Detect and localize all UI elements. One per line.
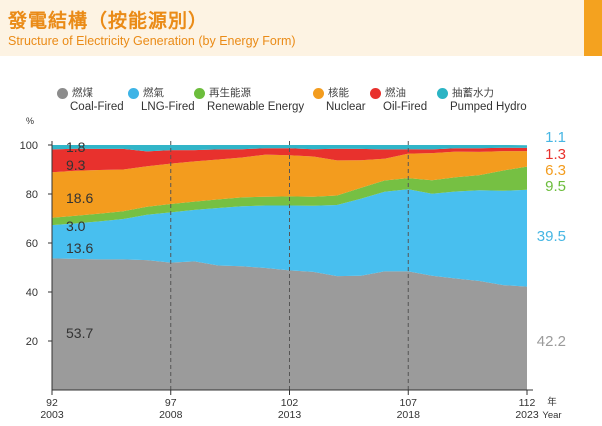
x-tick-label-ad: 2003 (40, 409, 64, 421)
y-tick-label: 60 (26, 238, 38, 250)
chart-legend: 燃煤 Coal-Fired 燃氣 LNG-Fired 再生能源 Renewabl… (0, 86, 602, 122)
area-oil-fired (52, 147, 527, 173)
legend-zh: 燃煤 (72, 87, 93, 99)
end-label: 9.5 (545, 178, 566, 195)
end-label: 39.5 (537, 228, 566, 245)
legend-zh: 抽蓄水力 (452, 87, 494, 99)
end-label: 6.3 (545, 162, 566, 179)
legend-item-oil: 燃油 Oil-Fired (370, 86, 427, 114)
x-tick-label-roc: 107 (399, 397, 417, 409)
legend-item-lng: 燃氣 LNG-Fired (128, 86, 195, 114)
start-label: 1.8 (66, 139, 86, 155)
legend-zh: 燃油 (385, 87, 406, 99)
y-tick-label: 40 (26, 287, 38, 299)
y-axis-label: % (26, 116, 34, 126)
coal-icon (57, 87, 68, 99)
header-banner: 發電結構（按能源別） Structure of Electricity Gene… (0, 0, 602, 56)
legend-zh: 燃氣 (143, 87, 164, 99)
legend-item-coal: 燃煤 Coal-Fired (57, 86, 124, 114)
legend-en: Nuclear (326, 101, 366, 113)
x-tick-label-roc: 92 (46, 397, 58, 409)
legend-item-pumped-hydro: 抽蓄水力 Pumped Hydro (437, 86, 527, 114)
page-title-en: Structure of Electricity Generation (by … (8, 34, 296, 48)
oil-drop-icon (370, 87, 381, 99)
radiation-icon (313, 87, 324, 99)
area-renewable-energy (52, 166, 527, 226)
x-axis-label-zh: 年 (547, 396, 557, 408)
page-title-zh: 發電結構（按能源別） (8, 11, 209, 32)
water-drop-icon (437, 87, 448, 99)
x-tick-label-roc: 102 (281, 397, 299, 409)
start-label: 13.6 (66, 240, 93, 256)
legend-en: Renewable Energy (207, 101, 305, 113)
end-label: 1.1 (545, 129, 566, 146)
start-label: 3.0 (66, 218, 86, 234)
legend-item-renewable: 再生能源 Renewable Energy (194, 86, 304, 114)
header-accent-bar (584, 0, 602, 56)
legend-en: Oil-Fired (383, 101, 428, 113)
legend-en: Coal-Fired (70, 101, 124, 113)
legend-item-nuclear: 核能 Nuclear (313, 86, 366, 114)
x-tick-label-ad: 2013 (278, 409, 302, 421)
gas-flame-icon (128, 87, 139, 99)
start-label: 53.7 (66, 325, 93, 341)
x-tick-label-roc: 112 (519, 397, 536, 409)
x-tick-label-ad: 2018 (397, 409, 421, 421)
x-tick-label-ad: 2008 (159, 409, 183, 421)
legend-zh: 再生能源 (209, 87, 251, 99)
start-label: 18.6 (66, 190, 93, 206)
legend-zh: 核能 (328, 87, 349, 99)
start-label: 9.3 (66, 157, 86, 173)
legend-en: Pumped Hydro (450, 101, 527, 113)
y-tick-label: 20 (26, 336, 38, 348)
end-label: 42.2 (537, 333, 566, 350)
recycle-icon (194, 87, 205, 99)
y-tick-label: 80 (26, 189, 38, 201)
x-axis-label-en: Year (542, 410, 561, 421)
end-label: 1.3 (545, 146, 566, 163)
x-tick-label-ad: 2023 (515, 409, 539, 421)
y-tick-label: 100 (20, 140, 38, 152)
x-tick-label-roc: 97 (165, 397, 177, 409)
legend-en: LNG-Fired (141, 101, 195, 113)
